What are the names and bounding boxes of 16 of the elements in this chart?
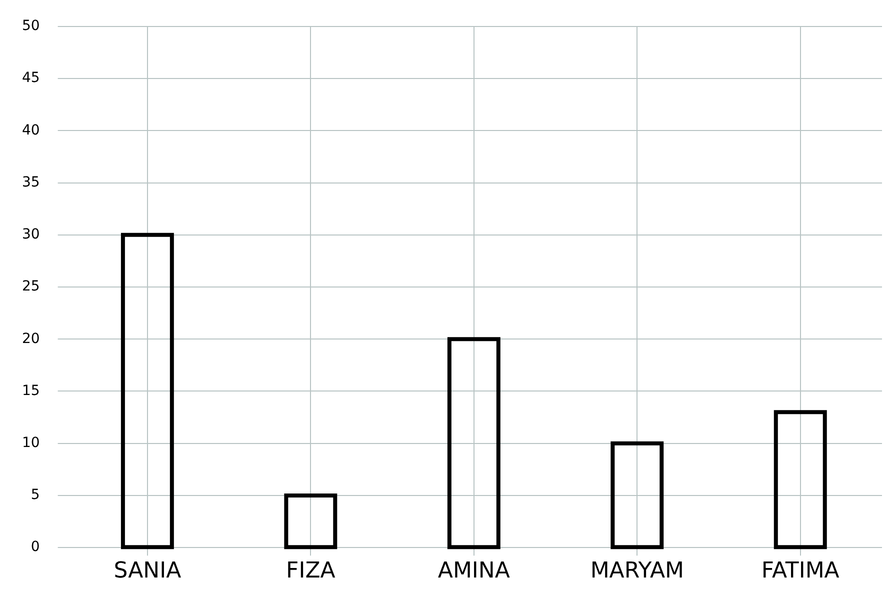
y-tick-label: 30	[22, 226, 40, 243]
y-tick-label: 15	[22, 382, 40, 399]
x-tick-label: AMINA	[438, 558, 510, 584]
x-tick-label: SANIA	[114, 558, 182, 584]
x-tick-label: MARYAM	[590, 558, 684, 584]
y-tick-label: 20	[22, 330, 40, 347]
y-tick-label: 45	[22, 70, 40, 86]
x-tick-label: FIZA	[286, 558, 336, 584]
y-tick-label: 0	[30, 539, 40, 556]
y-tick-label: 10	[22, 435, 40, 451]
y-tick-label: 5	[30, 487, 40, 504]
y-tick-label: 25	[22, 278, 40, 295]
y-tick-label: 50	[22, 18, 40, 34]
y-tick-label: 40	[22, 122, 40, 138]
y-tick-label: 35	[22, 174, 40, 190]
x-tick-label: FATIMA	[761, 558, 840, 584]
